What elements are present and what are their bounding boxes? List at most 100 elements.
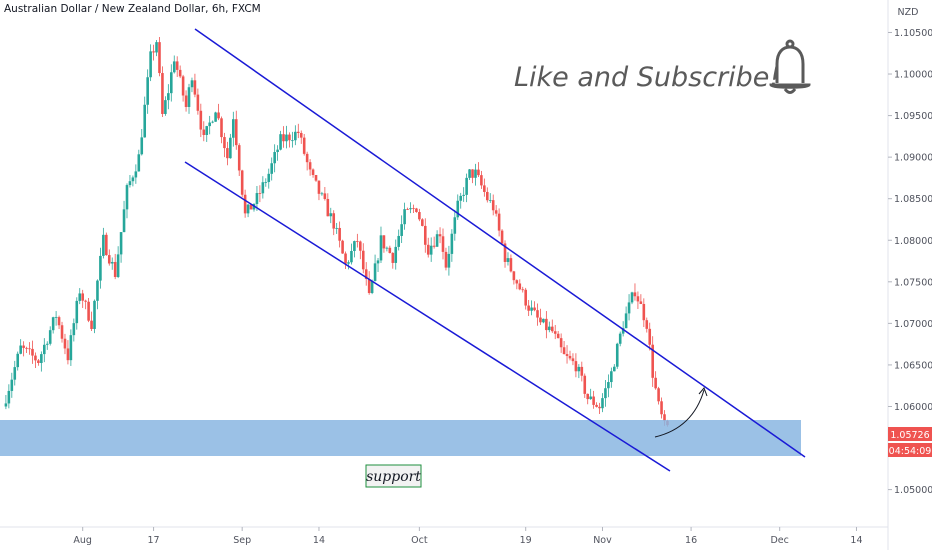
x-tick-label: 19 <box>520 535 532 546</box>
candle-body <box>99 255 102 281</box>
candle-body <box>326 198 330 217</box>
candle-body <box>226 148 229 159</box>
candle-body <box>96 280 99 301</box>
candle-body <box>521 289 525 291</box>
candle-body <box>660 401 663 415</box>
candle-body <box>385 247 389 249</box>
candle-body <box>459 195 463 201</box>
candle-body <box>612 366 616 372</box>
candle-body <box>211 121 214 123</box>
chart-title: Australian Dollar / New Zealand Dollar, … <box>4 3 261 15</box>
candle-body <box>261 182 265 194</box>
candle-body <box>10 379 14 391</box>
candle-body <box>48 330 52 344</box>
candle-body <box>196 94 200 111</box>
candle-body <box>615 343 619 367</box>
candle-body <box>149 51 152 78</box>
candle-body <box>630 292 634 303</box>
candle-body <box>199 110 203 130</box>
candle-body <box>140 137 144 155</box>
candle-body <box>208 122 211 127</box>
candle-body <box>621 328 625 334</box>
candle-body <box>447 253 451 268</box>
candle-body <box>169 72 173 94</box>
candle-body <box>341 240 344 254</box>
candle-body <box>533 307 536 311</box>
candle-body <box>412 208 415 209</box>
candle-body <box>146 77 149 105</box>
candle-body <box>178 69 182 77</box>
candle-body <box>642 303 646 321</box>
candle-body <box>282 134 285 142</box>
candle-body <box>426 244 430 255</box>
candle-body <box>542 318 545 323</box>
candle-body <box>571 358 575 362</box>
candle-body <box>116 254 120 277</box>
candle-body <box>7 390 11 404</box>
channel-lower-line[interactable] <box>184 161 671 472</box>
candle-body <box>69 335 73 361</box>
candle-body <box>51 317 55 331</box>
candle-body <box>81 293 84 301</box>
y-tick-label: 1.05000 <box>894 485 932 496</box>
x-tick-label: 14 <box>313 535 325 546</box>
candle-body <box>102 234 105 256</box>
candle-body <box>190 80 194 88</box>
channel-upper-line[interactable] <box>194 28 806 458</box>
y-tick-label: 1.10000 <box>894 70 932 81</box>
candle-body <box>550 326 554 332</box>
candle-body <box>43 344 46 355</box>
candle-body <box>276 149 279 153</box>
candle-body <box>31 348 34 356</box>
candle-body <box>202 129 206 135</box>
candle-body <box>379 235 383 261</box>
candle-body <box>382 235 386 249</box>
candle-body <box>134 171 138 178</box>
y-tick-label: 1.09500 <box>894 111 932 122</box>
candle-body <box>258 193 262 194</box>
support-zone[interactable] <box>0 420 801 456</box>
candle-body <box>474 169 477 178</box>
candle-body <box>93 300 96 329</box>
candle-body <box>291 140 294 142</box>
candle-body <box>113 261 117 277</box>
candle-body <box>172 61 176 73</box>
candle-body <box>353 241 356 251</box>
projection-arrowhead <box>698 387 708 397</box>
candle-body <box>54 317 58 318</box>
candle-body <box>359 241 362 251</box>
candle-body <box>317 180 321 194</box>
candle-body <box>28 348 31 350</box>
candle-body <box>273 152 276 164</box>
candle-body <box>565 354 569 356</box>
candle-body <box>122 209 126 233</box>
candle-body <box>267 173 271 183</box>
candle-body <box>167 93 170 101</box>
candle-body <box>636 296 640 302</box>
candle-body <box>320 193 324 195</box>
candle-body <box>432 245 436 247</box>
candle-body <box>388 247 392 253</box>
candle-body <box>302 137 306 154</box>
candle-body <box>232 119 235 138</box>
countdown-label: 04:54:09 <box>889 446 932 457</box>
candle-body <box>34 355 37 361</box>
support-label-box[interactable] <box>365 464 422 488</box>
candle-body <box>60 325 64 339</box>
candle-body <box>592 396 595 405</box>
candle-body <box>110 261 114 264</box>
y-tick-label: 1.06000 <box>894 402 932 413</box>
candle-body <box>580 366 584 376</box>
time-axis[interactable]: Aug 17 Sep 14 Oct 19 Nov 16 Dec 14 <box>73 527 863 546</box>
candle-body <box>639 301 643 304</box>
x-tick-label: Aug <box>73 535 92 546</box>
candle-body <box>356 241 359 242</box>
candle-body <box>506 258 510 262</box>
candle-body <box>488 200 492 201</box>
candle-body <box>45 343 49 345</box>
candle-body <box>161 73 164 114</box>
candle-body <box>527 305 530 311</box>
projection-arrow[interactable] <box>654 389 705 438</box>
